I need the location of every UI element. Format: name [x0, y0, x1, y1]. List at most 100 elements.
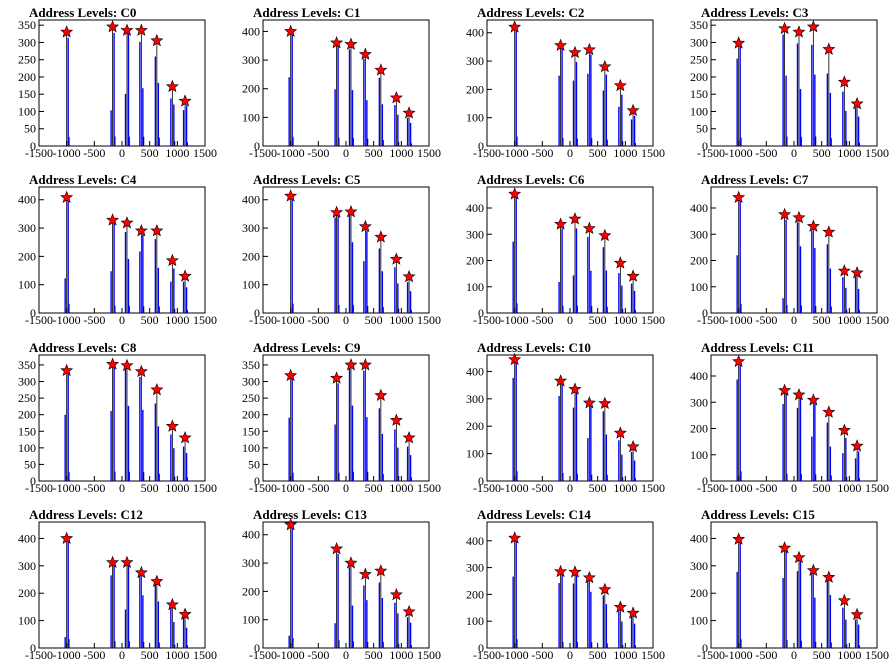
- y-tick-label: 300: [242, 53, 260, 67]
- chart-title: Address Levels: C0: [29, 5, 136, 20]
- chart-panel: Address Levels: C14 0 100 200 300 400 -1500 -10…: [466, 507, 665, 662]
- peak-marker: [106, 213, 120, 226]
- peak-marker: [134, 224, 148, 237]
- y-tick-label: 400: [690, 369, 708, 383]
- peak-marker: [134, 23, 148, 36]
- x-tick-label: 500: [141, 313, 159, 327]
- peak-marker: [850, 97, 864, 110]
- peak-marker: [106, 20, 120, 33]
- y-tick-label: 200: [690, 70, 708, 84]
- peak-marker: [778, 207, 792, 221]
- x-tick-label: -500: [83, 648, 105, 662]
- x-tick-label: -1500: [473, 481, 501, 495]
- x-tick-label: -1500: [25, 146, 53, 160]
- plot-frame: [262, 186, 430, 314]
- chart-panel: Address Levels: C9 0 50 100 150 200 250 300 350 -…: [242, 340, 441, 495]
- peak-marker: [374, 63, 388, 76]
- peak-marker: [792, 388, 806, 401]
- x-tick-label: 1000: [837, 648, 861, 662]
- x-tick-label: 500: [589, 146, 607, 160]
- x-tick-label: 0: [567, 648, 573, 662]
- peak-marker: [330, 542, 344, 555]
- chart-panel: Address Levels: C10 0 100 200 300 400 -1500 -10…: [466, 340, 665, 495]
- peak-marker: [554, 38, 568, 52]
- peak-marker: [806, 219, 820, 232]
- peak-marker: [150, 224, 164, 237]
- y-tick-label: 0: [254, 474, 260, 488]
- x-tick-label: 1000: [165, 146, 189, 160]
- plot-frame: [486, 354, 654, 482]
- x-tick-label: -500: [307, 313, 329, 327]
- peak-marker: [150, 383, 164, 396]
- x-tick-label: 1000: [613, 648, 637, 662]
- x-tick-label: -500: [307, 481, 329, 495]
- x-tick-label: 500: [589, 648, 607, 662]
- x-tick-label: -1000: [725, 648, 753, 662]
- x-tick-label: 1000: [613, 481, 637, 495]
- y-tick-label: 200: [242, 408, 260, 422]
- peak-marker: [120, 358, 134, 372]
- peak-marker: [374, 388, 388, 401]
- peak-marker: [389, 413, 403, 426]
- peak-marker: [106, 357, 120, 370]
- peak-marker: [150, 574, 164, 587]
- x-tick-label: -1000: [53, 146, 81, 160]
- peak-marker: [806, 20, 820, 33]
- peak-marker: [330, 371, 344, 384]
- peak-marker: [778, 541, 792, 554]
- chart-title: Address Levels: C5: [253, 172, 361, 187]
- x-tick-label: -1000: [53, 313, 81, 327]
- y-tick-label: 0: [478, 474, 484, 488]
- y-tick-label: 350: [690, 18, 708, 32]
- x-tick-label: -500: [755, 313, 777, 327]
- x-tick-label: 1000: [165, 481, 189, 495]
- peak-marker: [389, 587, 403, 601]
- x-tick-label: 500: [365, 146, 383, 160]
- plot-frame: [262, 521, 430, 649]
- peak-marker: [598, 582, 612, 596]
- x-tick-label: 1000: [389, 648, 413, 662]
- chart-title: Address Levels: C13: [253, 507, 367, 522]
- peak-marker: [178, 94, 192, 107]
- x-tick-label: -1000: [501, 481, 529, 495]
- y-tick-label: 300: [242, 375, 260, 389]
- x-tick-label: 1000: [165, 648, 189, 662]
- x-tick-label: 1000: [389, 481, 413, 495]
- x-tick-label: -1000: [501, 313, 529, 327]
- y-tick-label: 0: [478, 139, 484, 153]
- y-tick-label: 200: [18, 249, 36, 263]
- x-tick-label: 500: [141, 481, 159, 495]
- peak-marker: [344, 37, 358, 50]
- peak-marker: [598, 396, 612, 410]
- x-tick-label: -1000: [501, 648, 529, 662]
- x-tick-label: -1000: [277, 648, 305, 662]
- peak-marker: [165, 79, 179, 93]
- x-tick-label: -500: [755, 481, 777, 495]
- peak-marker: [508, 531, 522, 544]
- y-tick-label: 0: [702, 474, 708, 488]
- y-tick-label: 250: [18, 53, 36, 67]
- x-tick-label: -500: [307, 648, 329, 662]
- peak-marker: [626, 269, 640, 282]
- y-tick-label: 200: [466, 254, 484, 268]
- y-tick-label: 100: [690, 280, 708, 294]
- peak-marker: [806, 393, 820, 406]
- peak-marker: [284, 189, 298, 202]
- y-tick-label: 300: [466, 392, 484, 406]
- y-tick-label: 400: [242, 24, 260, 38]
- x-tick-label: 0: [791, 648, 797, 662]
- peak-marker: [850, 607, 864, 621]
- y-tick-label: 100: [690, 104, 708, 118]
- y-tick-label: 200: [690, 422, 708, 436]
- y-tick-label: 400: [466, 364, 484, 378]
- x-tick-label: 500: [813, 146, 831, 160]
- x-tick-label: -1500: [697, 146, 725, 160]
- x-tick-label: 0: [567, 481, 573, 495]
- peak-marker: [60, 531, 74, 544]
- x-tick-label: -1500: [249, 313, 277, 327]
- peak-marker: [120, 23, 134, 36]
- x-tick-label: 1500: [417, 146, 441, 160]
- chart-title: Address Levels: C10: [477, 340, 591, 355]
- x-tick-label: 500: [365, 481, 383, 495]
- y-tick-label: 0: [254, 641, 260, 655]
